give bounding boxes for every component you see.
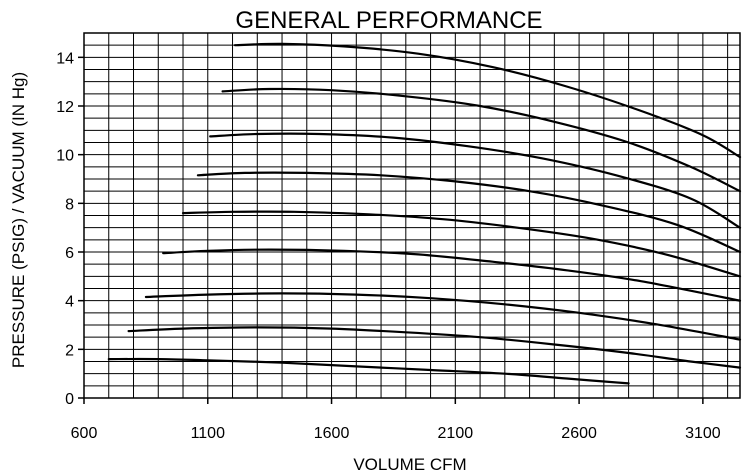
x-tick-labels: 600 1100 1600 2100 2600 3100 [71,425,721,442]
performance-curve-8 [223,89,740,191]
y-tick-label: 12 [56,99,74,116]
x-tick-label: 600 [71,425,98,442]
y-tick-label: 10 [56,148,74,165]
performance-curve-9 [235,44,740,157]
y-tick-label: 8 [65,196,74,213]
chart-title: GENERAL PERFORMANCE [235,7,542,34]
x-tick-label: 2600 [561,425,597,442]
performance-curve-1 [109,359,629,383]
y-tick-labels: 0 2 4 6 8 10 12 14 [56,50,74,408]
y-tick-label: 2 [65,342,74,359]
y-axis-label: PRESSURE (PSIG) / VACUUM (IN Hg) [9,72,28,368]
y-tick-label: 0 [65,391,74,408]
performance-curve-5 [183,212,740,277]
y-tick-label: 4 [65,294,74,311]
x-tick-label: 1600 [314,425,350,442]
y-tick-label: 14 [56,50,74,67]
x-tick-label: 2100 [438,425,474,442]
performance-curve-7 [210,134,740,228]
x-tick-label: 1100 [191,425,226,442]
curves [109,44,740,384]
x-axis-label: VOLUME CFM [353,455,466,474]
y-tick-label: 6 [65,245,74,262]
x-tick-label: 3100 [685,425,721,442]
axis-ticks [78,57,703,404]
